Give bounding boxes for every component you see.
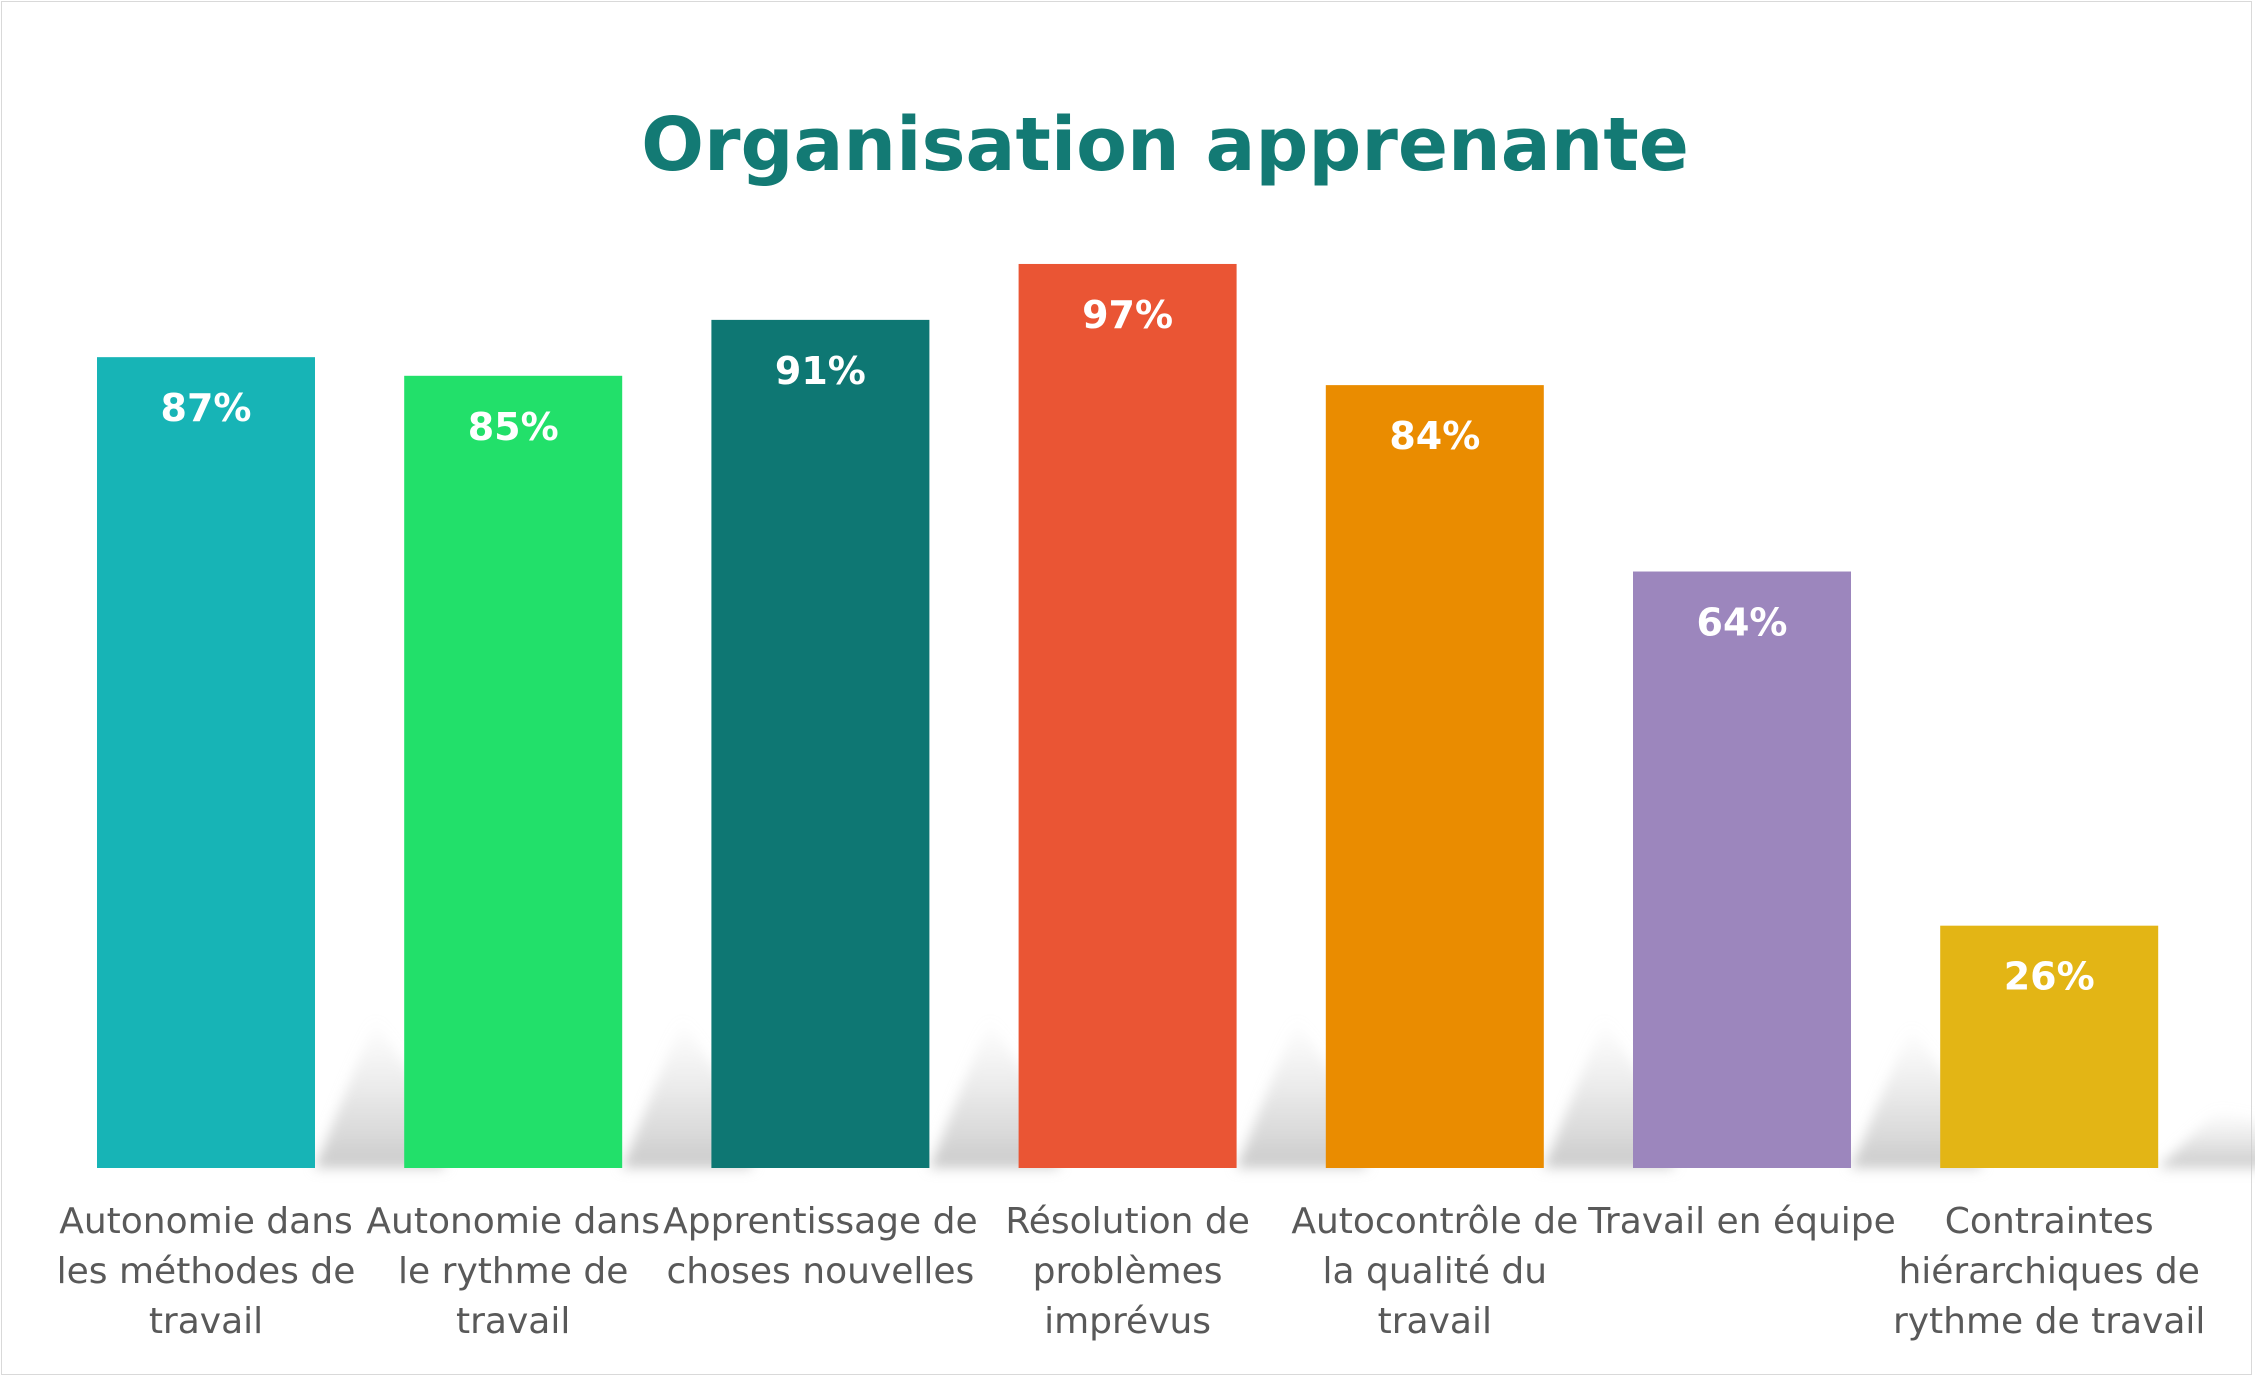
- category-label: Travail en équipe: [1587, 1201, 1896, 1242]
- chart-title: Organisation apprenante: [641, 102, 1689, 188]
- category-labels: Autonomie dans les méthodes de travailAuto…: [57, 1201, 2206, 1342]
- category-label: Contraintes hiérarchiques de rythme de tra…: [1893, 1201, 2206, 1342]
- bar-value-label: 64%: [1697, 601, 1788, 645]
- bar: [1325, 385, 1544, 1168]
- category-label-line: hiérarchiques de: [1898, 1251, 2199, 1292]
- bar-value-label: 91%: [775, 349, 866, 393]
- category-label: Résolution de problèmes imprévus: [1005, 1201, 1250, 1342]
- category-label-line: les méthodes de: [57, 1251, 356, 1292]
- category-label-line: choses nouvelles: [667, 1251, 975, 1292]
- category-label-line: rythme de travail: [1893, 1301, 2206, 1342]
- category-label: Apprentissage de choses nouvelles: [663, 1201, 977, 1292]
- category-label: Autonomie dans les méthodes de travail: [57, 1201, 356, 1342]
- bar: [1018, 263, 1237, 1169]
- bar-shadow: [2158, 1109, 2255, 1168]
- bar: [1633, 571, 1851, 1168]
- bar-value-label: 97%: [1082, 293, 1173, 337]
- bar: [404, 375, 623, 1168]
- category-label-line: le rythme de: [398, 1251, 628, 1292]
- category-label-line: Autonomie dans: [366, 1201, 660, 1242]
- value-labels: 87% 85% 91% 97% 84% 64% 26%: [161, 293, 2095, 999]
- bar: [97, 357, 315, 1168]
- bar-value-label: 26%: [2004, 955, 2095, 999]
- category-label-line: travail: [149, 1301, 263, 1342]
- category-label-line: imprévus: [1044, 1301, 1211, 1342]
- bar-value-label: 85%: [468, 405, 559, 449]
- category-label-line: problèmes: [1033, 1251, 1223, 1292]
- category-label-line: la qualité du: [1322, 1251, 1547, 1292]
- category-label-line: travail: [456, 1301, 570, 1342]
- bar-value-label: 87%: [161, 386, 252, 430]
- category-label-line: Apprentissage de: [663, 1201, 977, 1242]
- bar: [711, 319, 930, 1168]
- category-label-line: Travail en équipe: [1587, 1201, 1896, 1242]
- category-label-line: Résolution de: [1005, 1201, 1250, 1242]
- bars: [97, 263, 2159, 1169]
- category-label-line: Contraintes: [1945, 1201, 2154, 1242]
- category-label: Autonomie dans le rythme de travail: [366, 1201, 660, 1342]
- category-label-line: travail: [1378, 1301, 1492, 1342]
- category-label: Autocontrôle de la qualité du travail: [1291, 1201, 1578, 1342]
- category-label-line: Autonomie dans: [59, 1201, 353, 1242]
- bar: [1940, 925, 2159, 1168]
- bar-value-label: 84%: [1389, 414, 1480, 458]
- category-label-line: Autocontrôle de: [1291, 1201, 1578, 1242]
